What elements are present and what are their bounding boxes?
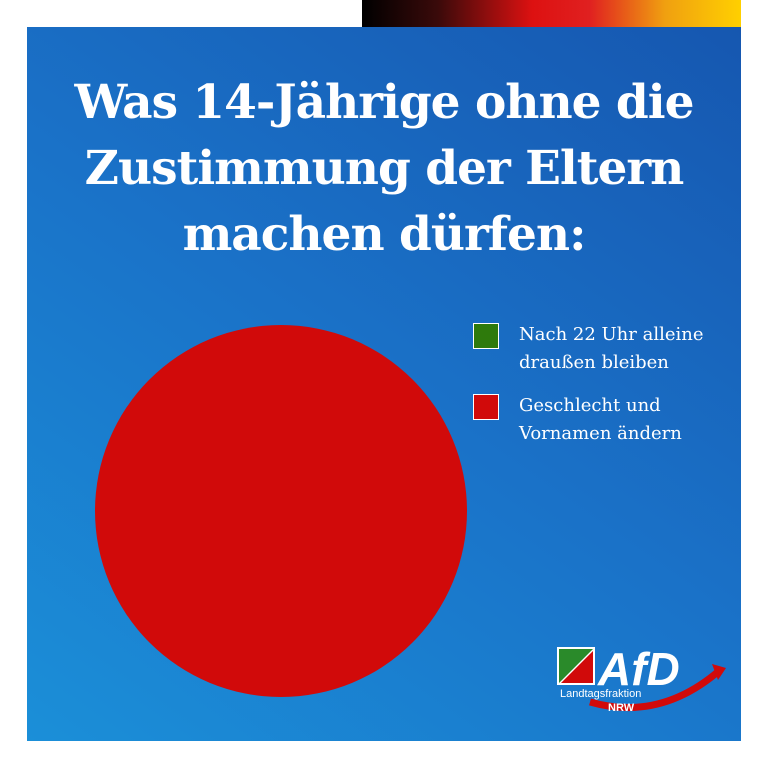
logo-region: NRW <box>608 702 635 714</box>
legend-label: Nach 22 Uhr alleine draußen bleiben <box>519 324 704 373</box>
logo: AfD Landtagsfraktion NRW <box>557 643 726 714</box>
chart-title: Was 14-Jährige ohne die Zustimmung der E… <box>74 75 694 262</box>
pie <box>95 325 467 697</box>
logo-swoosh <box>589 667 723 711</box>
logo-subtitle: Landtagsfraktion <box>560 688 641 700</box>
pie-slice <box>95 325 467 697</box>
legend-label: Geschlecht und Vornamen ändern <box>519 395 682 444</box>
legend-swatch <box>473 394 499 420</box>
logo-crest-part <box>559 649 593 683</box>
logo-text: AfD <box>597 643 680 695</box>
flag-strip <box>362 0 741 27</box>
logo-arrow <box>712 664 726 680</box>
logo-crest-part <box>561 651 593 683</box>
legend-swatch <box>473 323 499 349</box>
